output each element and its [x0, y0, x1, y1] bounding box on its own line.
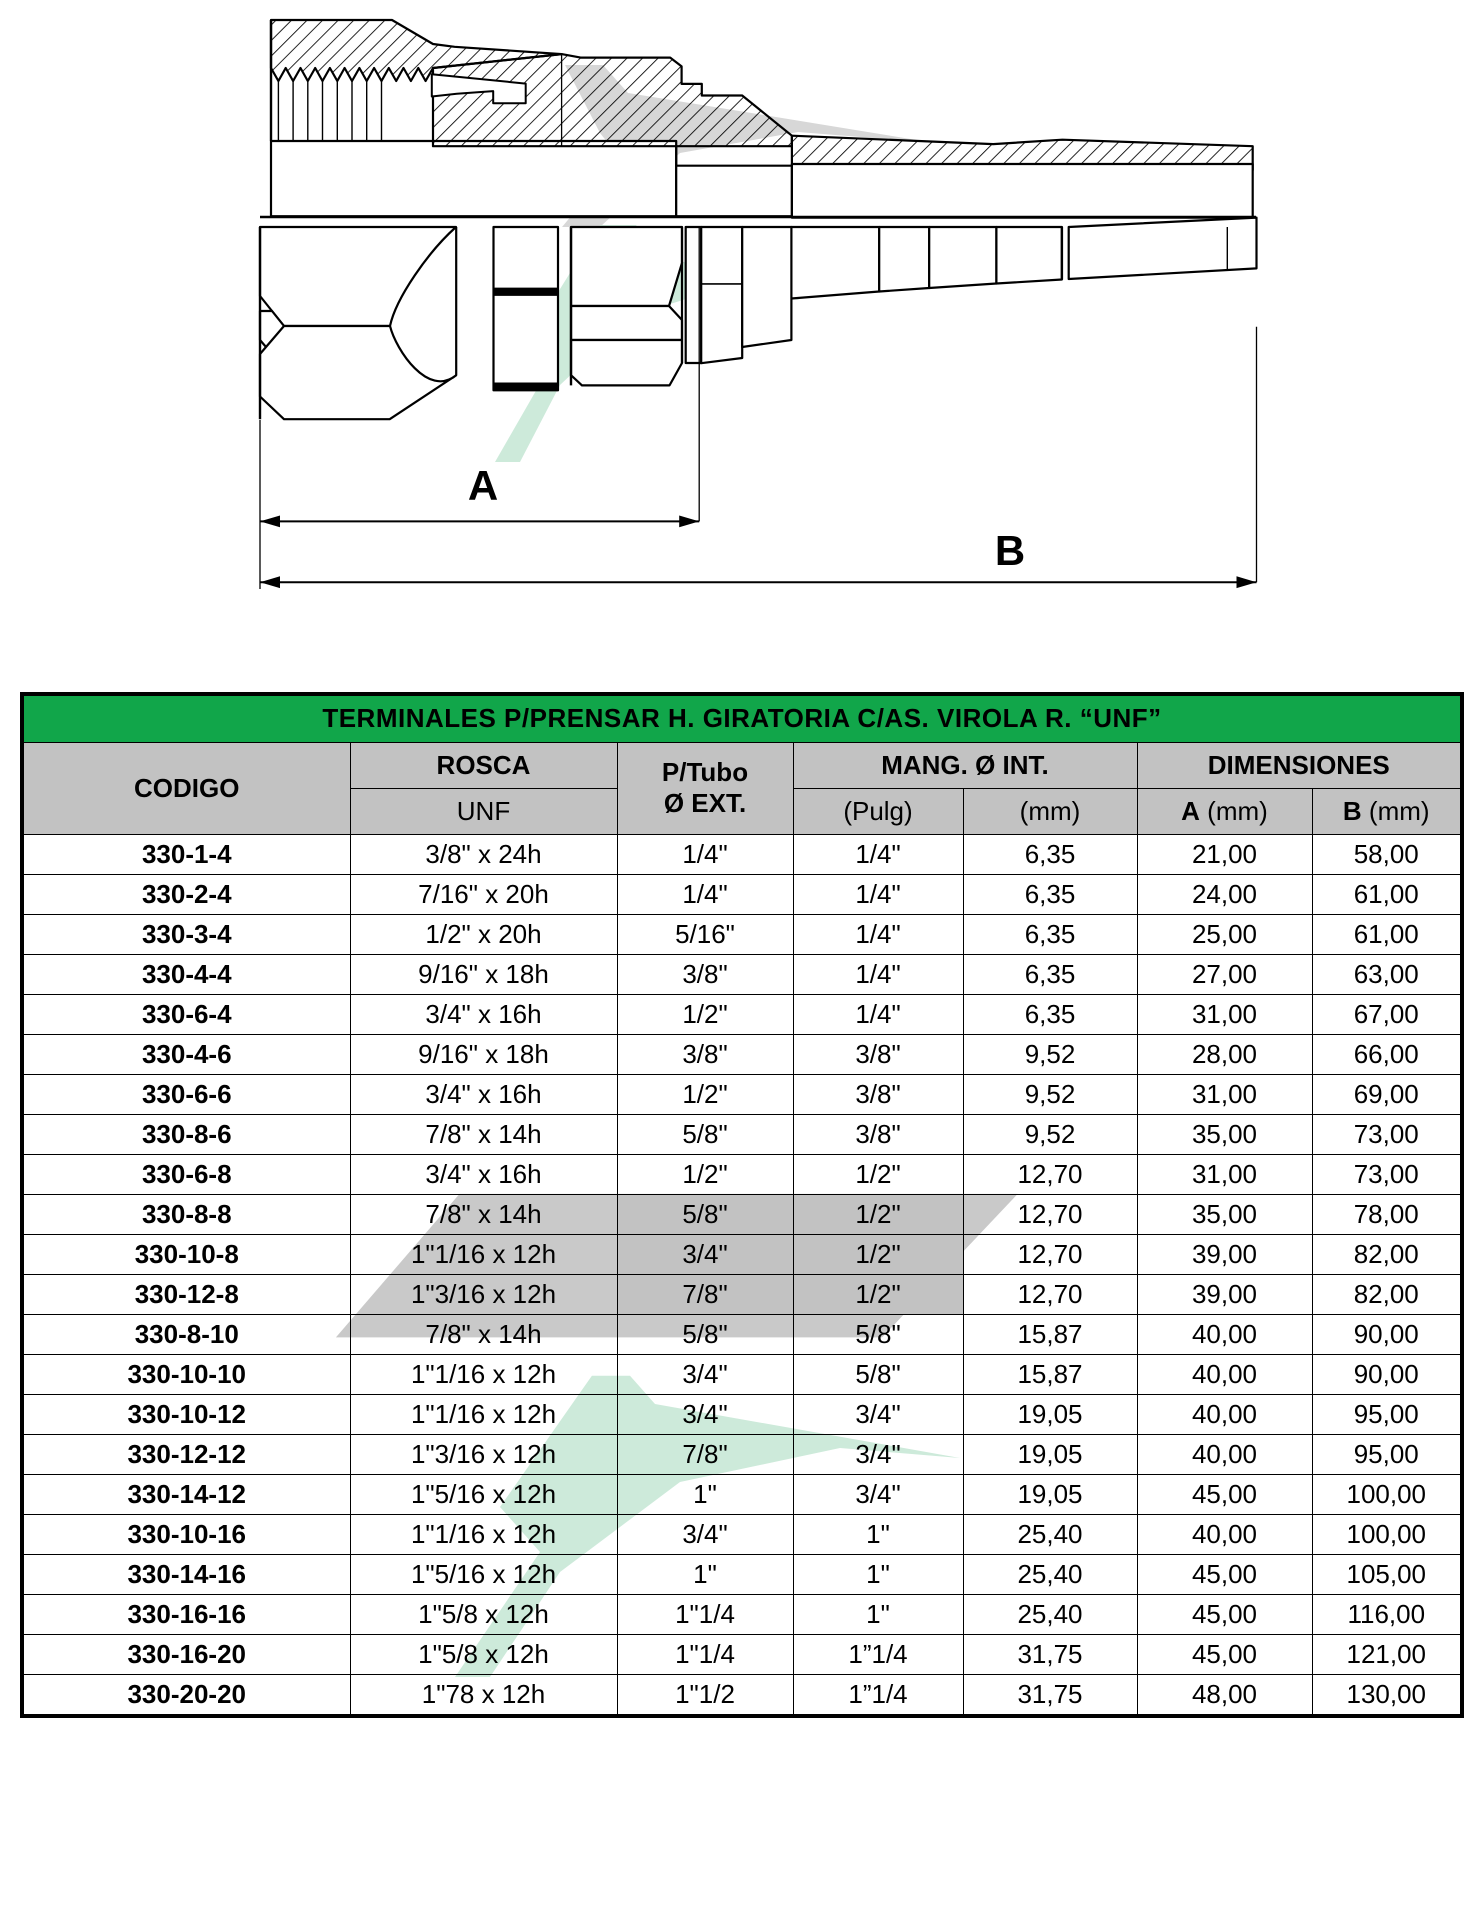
svg-text:B: B: [995, 527, 1025, 574]
svg-text:A: A: [468, 462, 498, 509]
